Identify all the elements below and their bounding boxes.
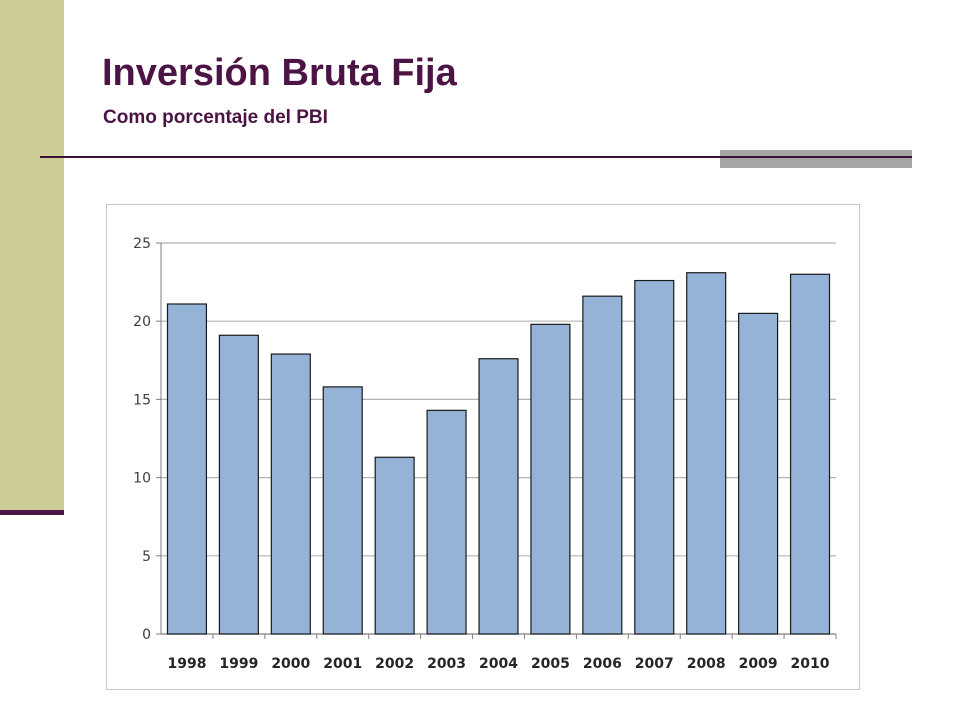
chart-frame: 0 5 10 15 20 25 1998 1999 2000 2001 2002 2003 2004 20… bbox=[106, 204, 860, 690]
side-accent-underline bbox=[0, 510, 64, 515]
x-tick-label: 2006 bbox=[583, 656, 622, 672]
x-tick-label: 1999 bbox=[219, 656, 258, 672]
bar-2000 bbox=[270, 353, 311, 635]
title-divider bbox=[40, 156, 912, 158]
slide-subtitle: Como porcentaje del PBI bbox=[103, 107, 328, 128]
bar-2009 bbox=[738, 312, 779, 635]
bar-1998 bbox=[166, 303, 208, 635]
bar-2010 bbox=[789, 273, 831, 635]
bar-2008 bbox=[686, 272, 727, 635]
x-tick-label: 2002 bbox=[375, 656, 414, 672]
y-tick-label: 5 bbox=[142, 549, 151, 565]
x-tick-label: 2009 bbox=[739, 656, 778, 672]
y-tick-label: 15 bbox=[133, 392, 151, 408]
side-accent-bar bbox=[0, 0, 64, 512]
x-tick-label: 2001 bbox=[323, 656, 362, 672]
y-tick-label: 10 bbox=[133, 471, 151, 487]
x-tick-label: 2008 bbox=[687, 656, 726, 672]
y-tick-label: 0 bbox=[142, 627, 151, 643]
y-tick-label: 25 bbox=[133, 236, 151, 252]
bar-2007 bbox=[634, 279, 675, 635]
x-tick-label: 2004 bbox=[479, 656, 518, 672]
bar-chart: 0 5 10 15 20 25 1998 1999 2000 2001 2002 2003 2004 20… bbox=[133, 236, 837, 672]
bar-2002 bbox=[374, 456, 415, 635]
title-divider-accent-line bbox=[720, 156, 912, 158]
bar-2005 bbox=[530, 323, 571, 635]
bar-2006 bbox=[582, 295, 623, 635]
x-tick-label: 2003 bbox=[427, 656, 466, 672]
bar-2001 bbox=[322, 386, 363, 635]
x-tick-label: 2005 bbox=[531, 656, 570, 672]
x-tick-label: 2007 bbox=[635, 656, 674, 672]
slide-title: Inversión Bruta Fija bbox=[102, 52, 457, 94]
y-tick-label: 20 bbox=[133, 314, 151, 330]
bar-1999 bbox=[218, 334, 259, 635]
x-tick-label: 2000 bbox=[271, 656, 310, 672]
x-tick-label: 1998 bbox=[167, 656, 206, 672]
bar-2004 bbox=[478, 358, 519, 635]
bar-2003 bbox=[426, 409, 467, 635]
x-tick-label: 2010 bbox=[791, 656, 830, 672]
title-divider-accent bbox=[720, 150, 912, 168]
